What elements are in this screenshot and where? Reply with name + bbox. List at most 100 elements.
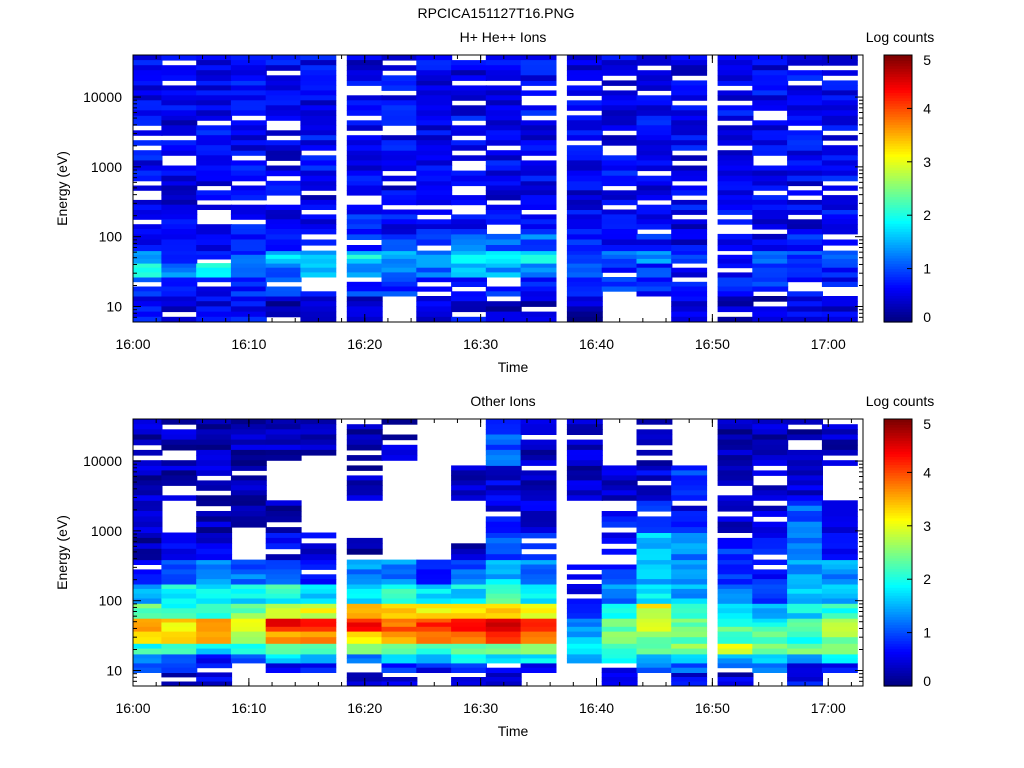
heatmap-cell (787, 475, 823, 481)
heatmap-cell (752, 626, 789, 632)
heatmap-cell (520, 439, 557, 446)
heatmap-cell (416, 105, 453, 111)
heatmap-cell (451, 681, 487, 687)
heatmap-cell (671, 662, 708, 669)
x-tick-label: 16:50 (695, 336, 730, 352)
heatmap-cell (566, 608, 603, 614)
heatmap-cell (451, 219, 487, 225)
heatmap-cell (821, 125, 858, 131)
heatmap-cell (300, 429, 337, 435)
heatmap-cell (787, 229, 823, 235)
heatmap-cell (416, 662, 453, 669)
heatmap-cell (821, 267, 858, 273)
heatmap-cell (161, 626, 198, 632)
heatmap-cell (787, 677, 823, 682)
heatmap-cell (636, 185, 673, 191)
heatmap-cell (717, 219, 754, 225)
colorbar-segment (884, 140, 912, 144)
heatmap-cell (520, 485, 557, 491)
heatmap-cell (133, 537, 163, 544)
heatmap-cell (265, 245, 302, 252)
heatmap-cell (451, 658, 487, 664)
heatmap-cell (161, 250, 198, 256)
colorbar-segment (884, 477, 912, 482)
heatmap-cell (133, 495, 163, 501)
heatmap-cell (346, 214, 383, 220)
heatmap-cell (416, 311, 453, 318)
colorbar-segment (884, 199, 912, 203)
colorbar-segment (884, 555, 912, 559)
heatmap-cell (451, 495, 487, 501)
heatmap-cell (133, 439, 163, 446)
heatmap-cell (161, 170, 198, 177)
heatmap-cell (300, 593, 337, 599)
heatmap-cell (821, 521, 858, 528)
heatmap-cell (752, 105, 789, 111)
heatmap-cell (346, 429, 383, 435)
plot-frame (132, 54, 864, 323)
heatmap-cell (787, 204, 823, 210)
heatmap-cell (161, 643, 198, 650)
colorbar-segment (884, 311, 912, 315)
heatmap-cell (821, 90, 858, 96)
heatmap-cell (636, 648, 673, 655)
heatmap-cell (230, 258, 267, 264)
heatmap-cell (520, 608, 557, 614)
heatmap-cell (787, 631, 823, 638)
heatmap-cell (752, 233, 789, 240)
heatmap-cell (346, 465, 383, 471)
heatmap-cell (485, 160, 522, 166)
heatmap-cell (752, 439, 789, 446)
heatmap-cell (520, 564, 557, 570)
heatmap-cell (485, 301, 522, 307)
colorbar-segment (884, 541, 912, 546)
heatmap-cell (416, 626, 453, 632)
heatmap-cell (752, 648, 789, 655)
panel-title: Other Ions (470, 393, 535, 409)
heatmap-cell (161, 214, 198, 220)
heatmap-cell (601, 90, 638, 96)
heatmap-cell (265, 258, 302, 264)
heatmap-cell (821, 554, 858, 561)
heatmap-cell (265, 286, 302, 292)
colorbar-segment (884, 295, 912, 299)
heatmap-cell (196, 229, 233, 235)
heatmap-cell (787, 667, 823, 673)
colorbar-segment (884, 672, 912, 676)
heatmap-cell (821, 574, 858, 580)
heatmap-cell (265, 626, 302, 632)
heatmap-cell (520, 239, 557, 246)
heatmap-cell (636, 548, 673, 555)
colorbar-segment (884, 81, 912, 85)
heatmap-cell (485, 455, 522, 461)
colorbar-segment (884, 316, 912, 320)
heatmap-cell (520, 165, 557, 172)
heatmap-cell (717, 574, 754, 580)
heatmap-cell (230, 75, 267, 81)
heatmap-cell (821, 55, 858, 61)
heatmap-cell (196, 672, 233, 678)
heatmap-cell (717, 548, 754, 555)
heatmap-cell (717, 115, 754, 121)
colorbar-segment (884, 220, 912, 224)
heatmap-cell (265, 618, 302, 623)
heatmap-cell (520, 554, 557, 561)
heatmap-cell (265, 559, 302, 565)
heatmap-cell (520, 55, 557, 61)
heatmap-cell (671, 204, 708, 210)
heatmap-cell (485, 500, 522, 507)
heatmap-cell (300, 130, 337, 136)
heatmap-cell (230, 120, 267, 126)
heatmap-cell (196, 677, 233, 682)
heatmap-cell (485, 219, 522, 225)
heatmap-cell (520, 593, 557, 599)
heatmap-cell (520, 505, 557, 512)
heatmap-cell (636, 291, 673, 297)
heatmap-cell (717, 80, 754, 86)
heatmap-cell (133, 291, 163, 297)
heatmap-cell (485, 175, 522, 182)
heatmap-cell (300, 254, 337, 260)
heatmap-cell (265, 579, 302, 585)
heatmap-cell (416, 263, 453, 269)
heatmap-cell (752, 485, 789, 491)
